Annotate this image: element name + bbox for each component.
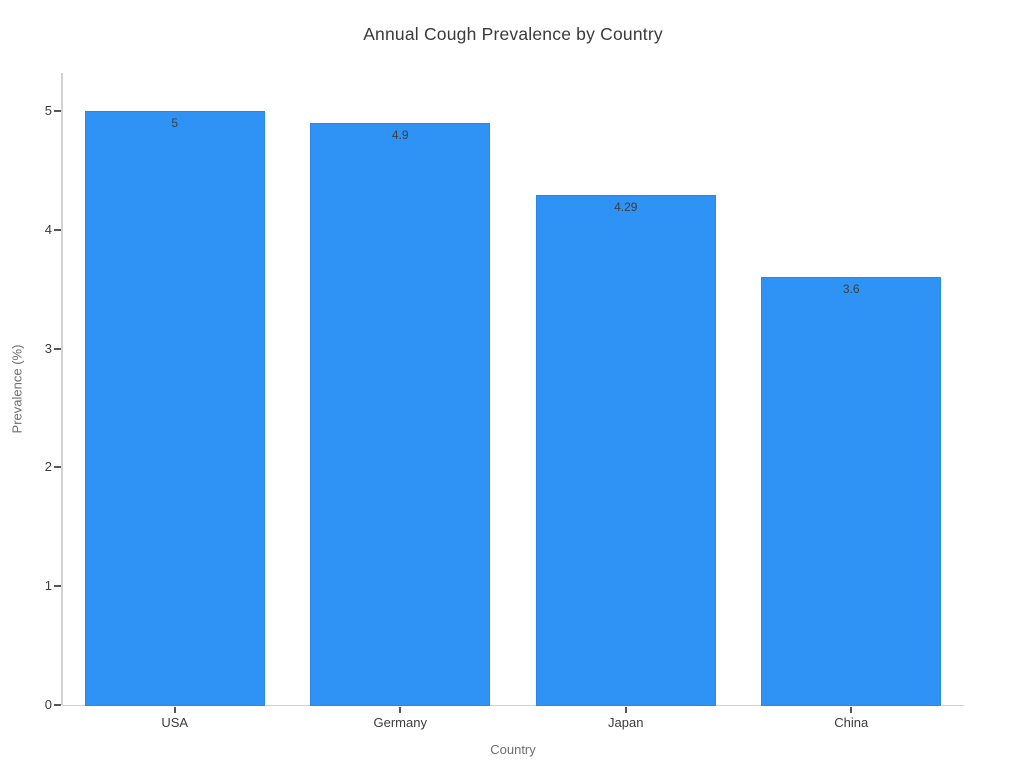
- x-tick-label: Germany: [373, 715, 427, 730]
- bar-usa[interactable]: [84, 111, 265, 706]
- y-axis-line: [61, 73, 63, 705]
- x-tick-mark: [624, 707, 627, 713]
- y-axis-title: Prevalence (%): [9, 344, 25, 434]
- y-tick-label: 2: [44, 459, 52, 475]
- y-tick-label: 3: [44, 340, 52, 356]
- y-tick-label: 4: [44, 221, 52, 237]
- y-tick-mark: [54, 466, 61, 469]
- bar-china[interactable]: [761, 277, 942, 706]
- bar-japan[interactable]: [535, 195, 716, 706]
- y-tick-label: 5: [44, 103, 52, 118]
- x-axis-line: [62, 704, 964, 706]
- y-tick-label: 0: [44, 697, 52, 712]
- x-tick-mark: [850, 707, 853, 713]
- bar-value-label: 5: [171, 116, 179, 130]
- y-tick-label: 1: [44, 578, 52, 594]
- x-tick-mark: [173, 707, 176, 713]
- y-tick-mark: [54, 347, 61, 350]
- y-tick-mark: [54, 585, 61, 588]
- x-tick-mark: [399, 707, 402, 713]
- x-tick-label: USA: [161, 715, 189, 730]
- y-tick-mark: [54, 704, 61, 706]
- bar-germany[interactable]: [310, 122, 491, 706]
- y-tick-mark: [54, 228, 61, 231]
- bar-value-label: 4.29: [614, 200, 638, 215]
- bar-value-label: 3.6: [842, 282, 860, 297]
- x-tick-label: China: [834, 715, 869, 730]
- y-tick-mark: [54, 110, 61, 112]
- x-tick-label: Japan: [608, 715, 644, 730]
- x-axis-title: Country: [490, 742, 536, 757]
- chart-title: Annual Cough Prevalence by Country: [363, 24, 663, 44]
- bar-value-label: 4.9: [391, 127, 409, 142]
